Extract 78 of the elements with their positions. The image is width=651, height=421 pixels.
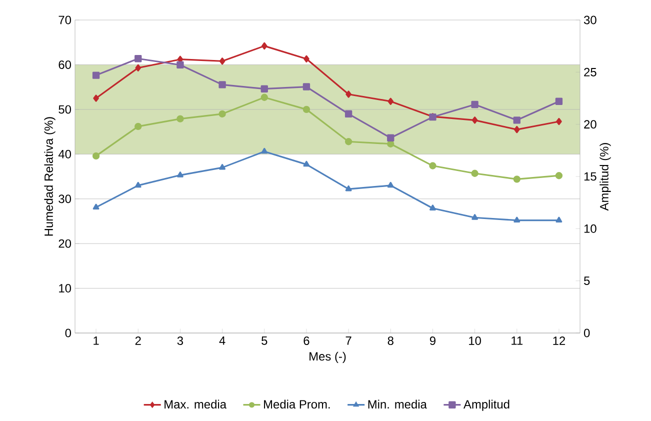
x-tick-label: 10 — [469, 336, 481, 345]
y2-tick-label: 20 — [584, 120, 596, 129]
point — [514, 126, 520, 134]
point — [219, 58, 226, 65]
point — [429, 204, 436, 210]
y2-tick-label: 5 — [584, 276, 590, 285]
point — [92, 152, 100, 160]
x-tick-label: 3 — [177, 336, 184, 345]
point — [219, 164, 226, 170]
x-tick-label: 8 — [388, 336, 394, 345]
point — [555, 172, 563, 180]
x-tick-label: 1 — [94, 336, 99, 345]
x-tick-label: 2 — [135, 336, 141, 345]
y-tick-label: 70 — [58, 16, 72, 24]
y-tick-label: 40 — [58, 150, 72, 158]
x-tick-label: 7 — [346, 336, 352, 345]
point — [218, 110, 226, 118]
x-axis-title: Mes (-) — [310, 352, 346, 363]
point — [93, 94, 99, 102]
point — [304, 55, 310, 62]
x-tick-label: 5 — [262, 336, 268, 345]
point — [513, 116, 520, 124]
y-tick-label: 0 — [65, 328, 72, 338]
point — [134, 122, 142, 130]
y2-tick-label: 15 — [584, 172, 596, 181]
x-tick-label: 9 — [430, 336, 436, 345]
point — [472, 116, 478, 124]
y2-tick-label: 0 — [584, 328, 590, 338]
legend-label: Amplitud — [463, 400, 510, 411]
point — [176, 115, 184, 122]
point — [387, 182, 394, 188]
legend-label: Media Prom. — [264, 400, 330, 409]
point — [260, 85, 268, 92]
point — [303, 160, 310, 167]
y2-tick-label: 30 — [584, 16, 596, 24]
point — [92, 204, 100, 210]
point — [302, 106, 310, 114]
y2-tick-label: 25 — [584, 68, 596, 76]
point — [260, 94, 268, 101]
point — [429, 162, 436, 170]
point — [472, 214, 478, 220]
point — [514, 216, 520, 223]
point — [556, 118, 562, 126]
point — [345, 185, 352, 192]
point — [344, 110, 352, 118]
point — [346, 90, 352, 98]
point — [261, 42, 268, 50]
legend-label: Min. media — [368, 400, 427, 409]
point — [471, 100, 478, 108]
point — [344, 138, 352, 146]
point — [176, 61, 184, 68]
y-tick-label: 50 — [58, 105, 72, 114]
x-tick-label: 11 — [512, 336, 522, 345]
point — [135, 64, 142, 72]
y-tick-label: 20 — [58, 239, 72, 248]
x-tick-label: 12 — [553, 336, 566, 345]
x-tick-label: 4 — [219, 336, 226, 345]
y-tick-label: 60 — [58, 60, 72, 69]
point — [388, 98, 394, 105]
point — [302, 83, 310, 90]
point — [555, 98, 563, 105]
point — [556, 216, 562, 223]
y-tick-label: 10 — [59, 284, 72, 293]
point — [176, 172, 184, 178]
point — [471, 170, 478, 177]
legend-label: Max. media — [164, 400, 226, 409]
point — [513, 176, 520, 183]
y2-tick-label: 10 — [584, 224, 596, 233]
point — [261, 148, 268, 154]
y2-axis-title: Amplitud (%) — [600, 143, 611, 211]
x-tick-label: 6 — [304, 336, 310, 345]
point — [134, 55, 142, 62]
y-tick-label: 30 — [58, 194, 72, 204]
point — [218, 81, 226, 88]
point — [387, 134, 394, 142]
y-axis-title: Humedad Relativa (%) — [44, 117, 56, 236]
point — [92, 72, 100, 79]
point — [134, 182, 142, 188]
